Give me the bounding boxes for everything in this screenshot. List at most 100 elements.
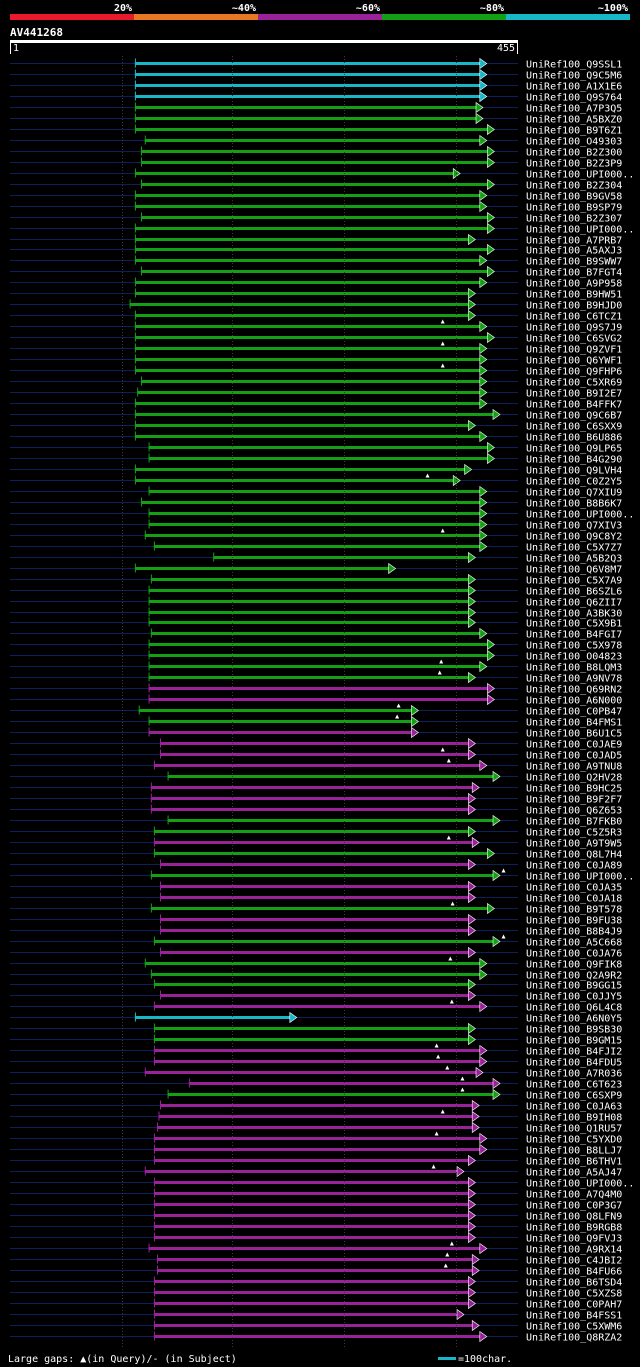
hit-bar[interactable]: [141, 161, 489, 164]
hit-bar[interactable]: [144, 1071, 478, 1074]
hit-row[interactable]: UniRef100_C0JA63: [10, 1099, 622, 1113]
hit-row[interactable]: UniRef100_Q1RU57: [10, 1121, 622, 1135]
hit-row[interactable]: UniRef100_B9SP79: [10, 200, 622, 214]
hit-bar[interactable]: [134, 259, 481, 262]
hit-bar[interactable]: [134, 205, 481, 208]
hit-row[interactable]: UniRef100_Q2HV28: [10, 770, 622, 784]
hit-label[interactable]: UniRef100_A5C668: [526, 938, 622, 949]
hit-bar[interactable]: [141, 270, 489, 273]
hit-bar[interactable]: [134, 468, 466, 471]
hit-row[interactable]: UniRef100_C0JA18: [10, 891, 622, 905]
hit-label[interactable]: UniRef100_B9GV58: [526, 192, 622, 203]
hit-label[interactable]: UniRef100_A9TNU8: [526, 762, 622, 773]
hit-bar[interactable]: [158, 1115, 474, 1118]
hit-label[interactable]: UniRef100_C6SVG2: [526, 334, 622, 345]
hit-label[interactable]: UniRef100_C5Z5R3: [526, 828, 622, 839]
hit-label[interactable]: UniRef100_A7Q4M0: [526, 1190, 622, 1201]
hit-row[interactable]: UniRef100_A5AXJ3: [10, 243, 622, 257]
hit-bar[interactable]: [144, 962, 481, 965]
hit-bar[interactable]: [134, 358, 481, 361]
hit-row[interactable]: UniRef100_B9GV58: [10, 189, 622, 203]
hit-label[interactable]: UniRef100_C5X9B1: [526, 619, 622, 630]
hit-label[interactable]: UniRef100_B7FKB0: [526, 817, 622, 828]
hit-row[interactable]: UniRef100_B4FMS1: [10, 714, 622, 729]
hit-bar[interactable]: [160, 1104, 474, 1107]
hit-label[interactable]: UniRef100_A5AXJ3: [526, 246, 622, 257]
hit-label[interactable]: UniRef100_C5X7A9: [526, 576, 622, 587]
hit-label[interactable]: UniRef100_Q9S7J9: [526, 323, 622, 334]
hit-bar[interactable]: [150, 973, 481, 976]
hit-bar[interactable]: [153, 1236, 470, 1239]
hit-label[interactable]: UniRef100_C5XWM6: [526, 1322, 622, 1333]
hit-row[interactable]: UniRef100_A5B2Q3: [10, 551, 622, 565]
hit-label[interactable]: UniRef100_B8B4J9: [526, 927, 622, 938]
hit-label[interactable]: UniRef100_C0PB47: [526, 707, 622, 718]
hit-bar[interactable]: [150, 874, 494, 877]
hit-label[interactable]: UniRef100_Q6Z653: [526, 806, 622, 817]
hit-row[interactable]: UniRef100_B9GG15: [10, 978, 622, 992]
hit-bar[interactable]: [188, 1082, 494, 1085]
hit-row[interactable]: UniRef100_B6U1C5: [10, 726, 622, 740]
hit-label[interactable]: UniRef100_A9P958: [526, 279, 622, 290]
hit-bar[interactable]: [153, 1192, 470, 1195]
hit-bar[interactable]: [160, 885, 470, 888]
hit-row[interactable]: UniRef100_B2Z300: [10, 145, 622, 159]
hit-row[interactable]: UniRef100_UPI000..: [10, 1176, 634, 1190]
hit-bar[interactable]: [148, 523, 481, 526]
hit-row[interactable]: UniRef100_B9HW51: [10, 287, 622, 301]
hit-label[interactable]: UniRef100_C6TCZ1: [526, 312, 622, 323]
hit-label[interactable]: UniRef100_B8LLJ7: [526, 1146, 622, 1157]
hit-row[interactable]: UniRef100_Q9C8Y2: [10, 528, 622, 543]
hit-bar[interactable]: [153, 1291, 470, 1294]
hit-label[interactable]: UniRef100_A1X1E6: [526, 82, 622, 93]
hit-bar[interactable]: [134, 248, 489, 251]
hit-bar[interactable]: [153, 1313, 459, 1316]
hit-label[interactable]: UniRef100_C5XZS8: [526, 1289, 622, 1300]
hit-row[interactable]: UniRef100_Q8RZA2: [10, 1330, 622, 1344]
hit-bar[interactable]: [153, 1324, 474, 1327]
hit-bar[interactable]: [150, 907, 489, 910]
hit-row[interactable]: UniRef100_A9RX14: [10, 1241, 622, 1256]
hit-label[interactable]: UniRef100_Q9FHP6: [526, 367, 622, 378]
hit-row[interactable]: UniRef100_C0JJY5: [10, 989, 622, 1003]
hit-label[interactable]: UniRef100_Q6V8M7: [526, 565, 622, 576]
hit-row[interactable]: UniRef100_B4FFK7: [10, 397, 622, 411]
hit-row[interactable]: UniRef100_C6TCZ1: [10, 309, 622, 323]
hit-row[interactable]: UniRef100_C6SVG2: [10, 331, 622, 345]
hit-bar[interactable]: [134, 347, 481, 350]
hit-bar[interactable]: [160, 896, 470, 899]
hit-label[interactable]: UniRef100_B4FMS1: [526, 718, 622, 729]
hit-bar[interactable]: [156, 1258, 474, 1261]
hit-bar[interactable]: [160, 951, 470, 954]
hit-row[interactable]: UniRef100_A7PRB7: [10, 233, 622, 247]
hit-bar[interactable]: [134, 413, 495, 416]
hit-row[interactable]: UniRef100_A3BK30: [10, 606, 622, 620]
hit-row[interactable]: UniRef100_A7P3Q5: [10, 101, 622, 115]
hit-bar[interactable]: [134, 567, 390, 570]
hit-row[interactable]: UniRef100_B8LQM3: [10, 659, 622, 674]
hit-bar[interactable]: [167, 1093, 494, 1096]
hit-bar[interactable]: [167, 775, 494, 778]
hit-bar[interactable]: [153, 983, 470, 986]
hit-row[interactable]: UniRef100_Q69RN2: [10, 682, 622, 696]
hit-label[interactable]: UniRef100_B9HC25: [526, 784, 622, 795]
hit-bar[interactable]: [134, 194, 481, 197]
hit-label[interactable]: UniRef100_B6THV1: [526, 1157, 622, 1168]
hit-bar[interactable]: [134, 106, 478, 109]
hit-bar[interactable]: [153, 1060, 481, 1063]
hit-bar[interactable]: [153, 1027, 470, 1030]
hit-label[interactable]: UniRef100_Q7XIV3: [526, 521, 622, 532]
hit-label[interactable]: UniRef100_B9SP79: [526, 203, 622, 214]
hit-label[interactable]: UniRef100_C6SXX9: [526, 422, 622, 433]
hit-bar[interactable]: [153, 940, 495, 943]
hit-label[interactable]: UniRef100_A7PRB7: [526, 236, 622, 247]
hit-row[interactable]: UniRef100_Q8LFN9: [10, 1209, 622, 1223]
hit-row[interactable]: UniRef100_C5XWM6: [10, 1319, 622, 1333]
hit-bar[interactable]: [141, 150, 489, 153]
hit-bar[interactable]: [153, 1225, 470, 1228]
hit-bar[interactable]: [134, 95, 481, 98]
hit-row[interactable]: UniRef100_A6N0Y5: [10, 1011, 622, 1025]
hit-row[interactable]: UniRef100_Q9S764: [10, 90, 622, 104]
hit-bar[interactable]: [153, 1005, 481, 1008]
hit-row[interactable]: UniRef100_B4FJI2: [10, 1043, 622, 1058]
